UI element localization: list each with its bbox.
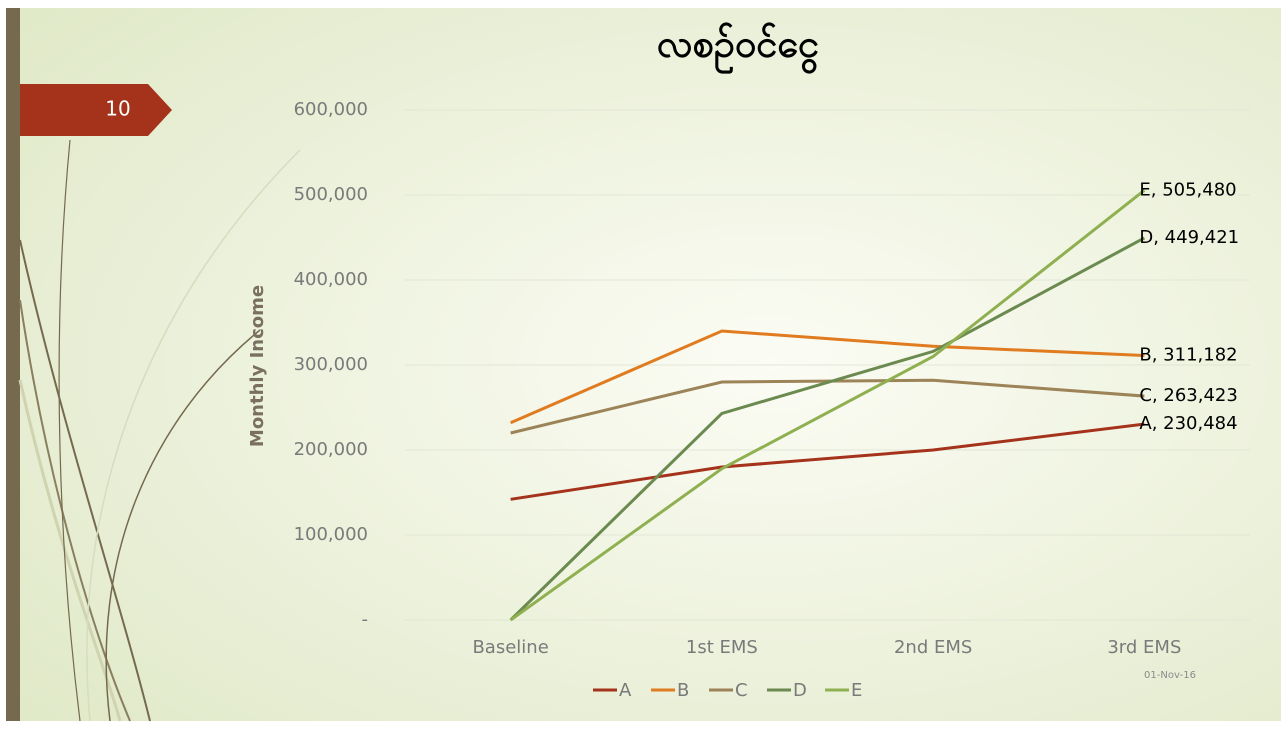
data-label: E, 505,480 [1139, 179, 1236, 200]
y-tick-label: - [362, 609, 369, 630]
x-tick-label: Baseline [472, 637, 548, 658]
legend-label: D [793, 680, 807, 701]
legend-label: E [851, 680, 862, 701]
x-tick-label: 3rd EMS [1107, 637, 1181, 658]
y-tick-label: 500,000 [294, 184, 368, 205]
slide-number: 10 [105, 97, 130, 121]
legend-label: C [735, 680, 748, 701]
y-axis-title: Monthly Income [247, 285, 268, 447]
y-tick-label: 200,000 [294, 439, 368, 460]
data-label: D, 449,421 [1139, 227, 1239, 248]
legend-label: A [619, 680, 632, 701]
y-tick-label: 600,000 [294, 99, 368, 120]
left-bar [6, 8, 20, 721]
slide-number-banner [20, 84, 172, 136]
y-tick-label: 400,000 [294, 269, 368, 290]
data-label: B, 311,182 [1139, 344, 1237, 365]
x-tick-label: 2nd EMS [894, 637, 972, 658]
data-label: C, 263,423 [1139, 385, 1237, 406]
slide: 10 လစဉ်ဝင်ငွေ Monthly Income 01-Nov-16 -… [0, 0, 1287, 725]
y-tick-label: 100,000 [294, 524, 368, 545]
y-tick-label: 300,000 [294, 354, 368, 375]
data-label: A, 230,484 [1139, 413, 1237, 434]
x-tick-label: 1st EMS [686, 637, 758, 658]
date: 01-Nov-16 [1144, 670, 1196, 681]
legend-label: B [677, 680, 689, 701]
